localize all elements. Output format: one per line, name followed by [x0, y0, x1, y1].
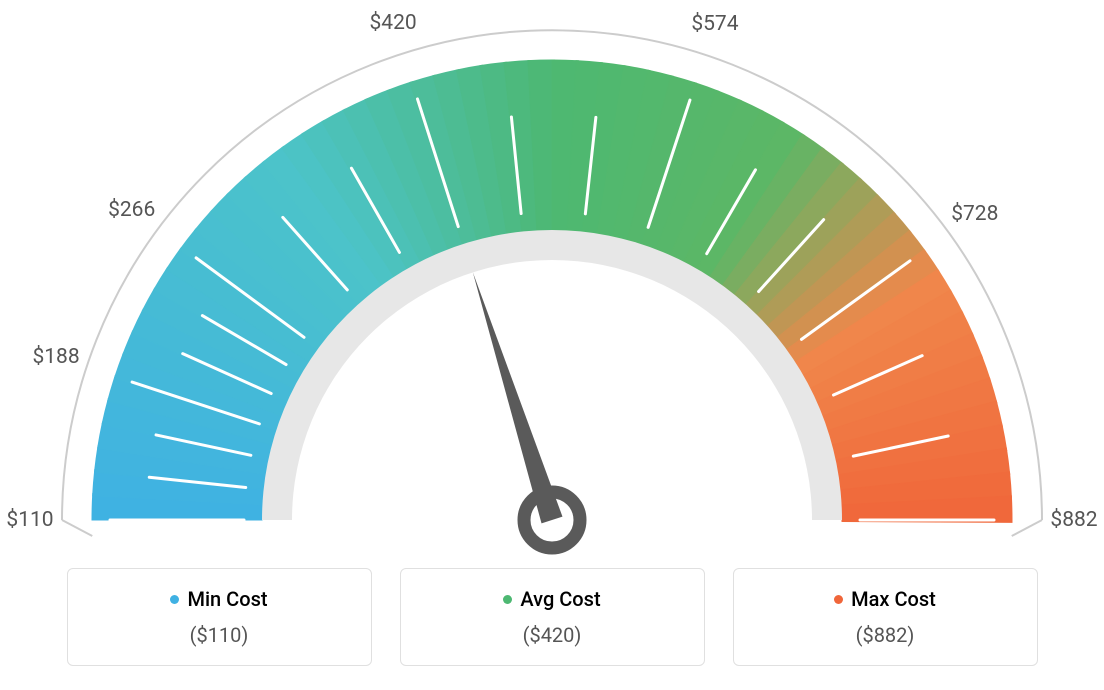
- legend-value-min: ($110): [78, 623, 361, 647]
- legend-value-max: ($882): [744, 623, 1027, 647]
- gauge-tick-label: $188: [32, 345, 79, 369]
- gauge-tick-label: $882: [1050, 508, 1097, 532]
- gauge-tick-label: $266: [108, 198, 155, 222]
- legend-dot-max: [834, 595, 843, 604]
- legend-label-avg: Avg Cost: [520, 587, 600, 611]
- gauge-svg: [0, 0, 1104, 560]
- legend-title-avg: Avg Cost: [503, 587, 600, 611]
- gauge-tick-label: $110: [6, 508, 53, 532]
- legend-card-max: Max Cost ($882): [733, 568, 1038, 666]
- legend-card-avg: Avg Cost ($420): [400, 568, 705, 666]
- gauge-tick-label: $728: [951, 202, 998, 226]
- legend-card-min: Min Cost ($110): [67, 568, 372, 666]
- legend-title-max: Max Cost: [834, 587, 936, 611]
- legend-dot-min: [170, 595, 179, 604]
- cost-gauge-chart: $110 $188 $266 $420 $574 $728 $882: [0, 0, 1104, 560]
- gauge-tick-label: $574: [691, 12, 738, 36]
- gauge-tick-label: $420: [370, 11, 417, 35]
- legend-label-max: Max Cost: [851, 587, 936, 611]
- legend-row: Min Cost ($110) Avg Cost ($420) Max Cost…: [0, 568, 1104, 666]
- legend-title-min: Min Cost: [170, 587, 267, 611]
- legend-label-min: Min Cost: [187, 587, 267, 611]
- legend-value-avg: ($420): [411, 623, 694, 647]
- legend-dot-avg: [503, 595, 512, 604]
